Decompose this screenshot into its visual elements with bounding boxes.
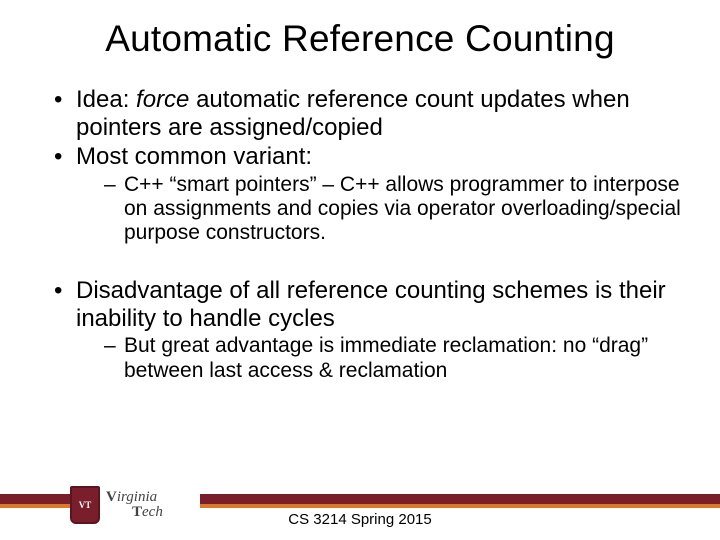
slide-title: Automatic Reference Counting (30, 18, 690, 60)
sub-list-advantage: But great advantage is immediate reclama… (76, 334, 690, 382)
sub-bullet-smart-pointers: C++ “smart pointers” – C++ allows progra… (104, 173, 690, 245)
bullet-disadvantage: Disadvantage of all reference counting s… (54, 277, 690, 382)
bullet-idea-em: force (136, 86, 189, 113)
bullet-list: Idea: force automatic reference count up… (30, 86, 690, 245)
bullet-idea-pre: Idea: (76, 86, 136, 113)
slide: Automatic Reference Counting Idea: force… (0, 0, 720, 540)
sub-list-variant: C++ “smart pointers” – C++ allows progra… (76, 173, 690, 245)
spacer (30, 259, 690, 277)
sub-bullet-advantage: But great advantage is immediate reclama… (104, 334, 690, 382)
footer: VVirginiairginia Tech CS 3214 Spring 201… (0, 478, 720, 540)
bullet-idea: Idea: force automatic reference count up… (54, 86, 690, 141)
bullet-variant: Most common variant: C++ “smart pointers… (54, 143, 690, 245)
bullet-list-2: Disadvantage of all reference counting s… (30, 277, 690, 382)
bullet-variant-text: Most common variant: (76, 143, 312, 170)
course-label: CS 3214 Spring 2015 (0, 511, 720, 528)
bullet-disadvantage-text: Disadvantage of all reference counting s… (76, 277, 666, 332)
